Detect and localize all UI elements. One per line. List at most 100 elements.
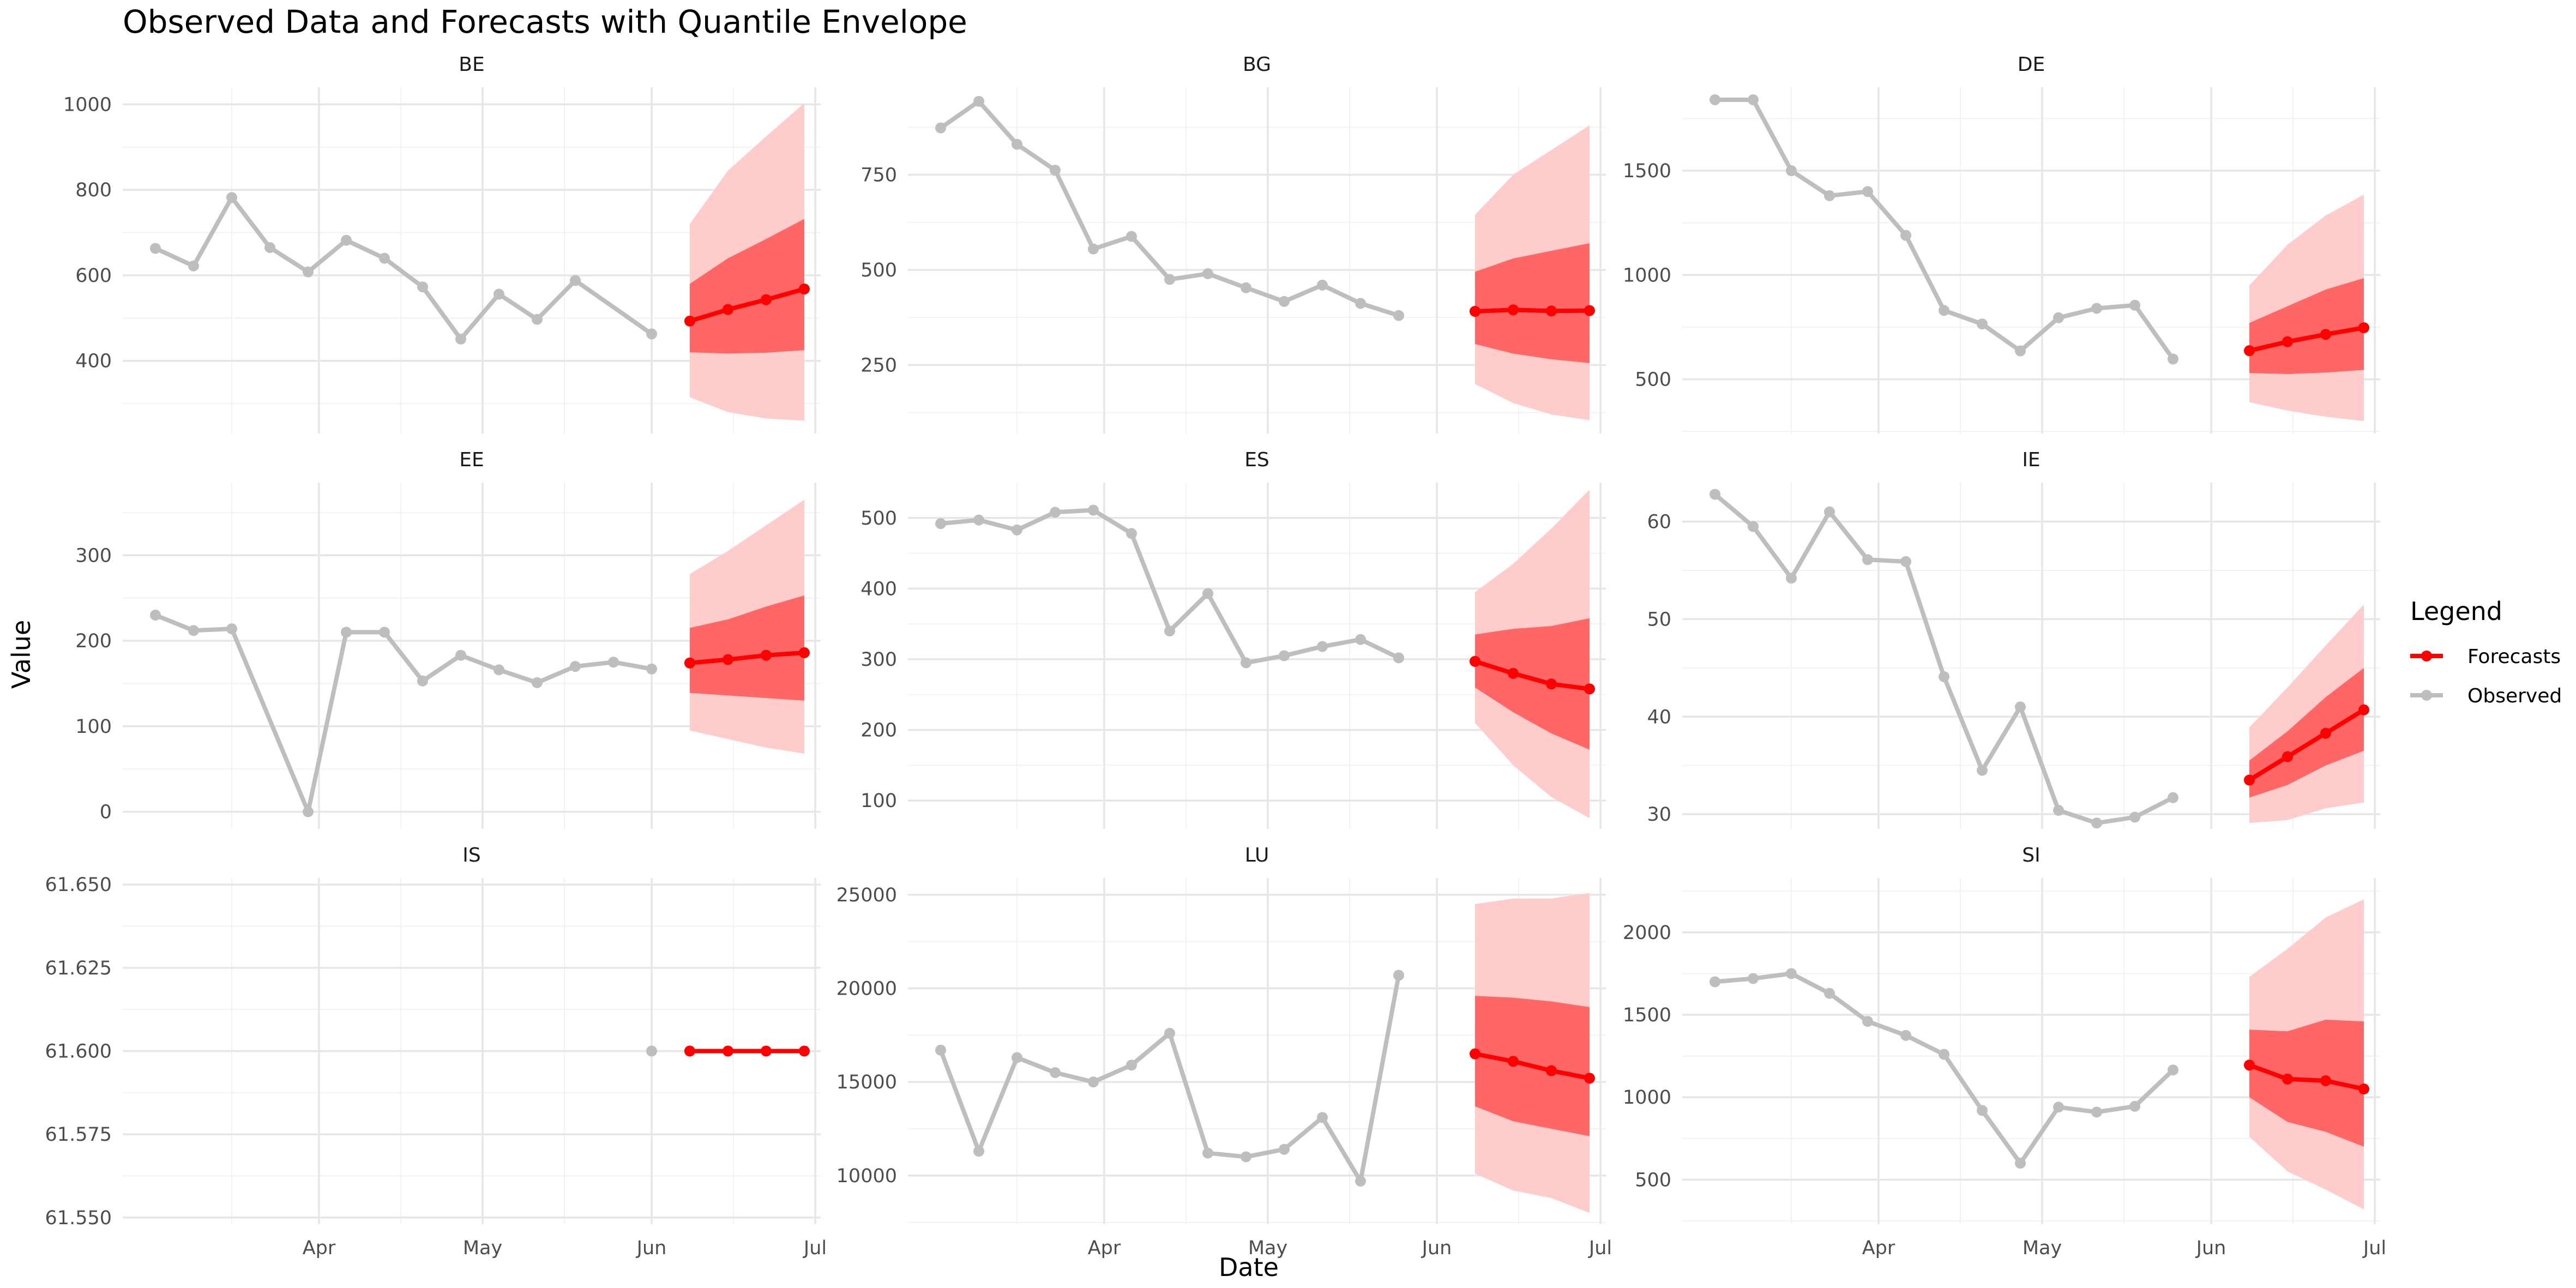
observed-point xyxy=(188,625,199,636)
observed-point xyxy=(1088,1076,1099,1088)
forecast-point xyxy=(761,649,772,661)
y-tick-label: 1000 xyxy=(63,94,112,116)
legend: Legend Forecasts Observed xyxy=(2410,597,2562,707)
y-tick-label: 1000 xyxy=(1623,1087,1671,1109)
observed-point xyxy=(2053,805,2064,816)
forecast-point xyxy=(1470,655,1480,667)
inner-quantile-band xyxy=(2249,667,2364,798)
forecast-point xyxy=(723,1045,733,1057)
observed-point xyxy=(1012,524,1022,535)
observed-point xyxy=(2053,312,2064,323)
forecast-point xyxy=(1470,1048,1480,1060)
observed-point xyxy=(493,288,504,300)
forecast-line xyxy=(1474,1051,1590,1081)
observed-line xyxy=(1714,971,2175,1166)
panel-strip-label: BE xyxy=(459,53,484,76)
forecast-line xyxy=(2248,1063,2364,1091)
observed-point xyxy=(1241,1151,1251,1163)
observed-point xyxy=(2168,353,2178,365)
x-tick-label: Jun xyxy=(1421,1237,1452,1259)
y-tick-label: 15000 xyxy=(836,1072,897,1093)
observed-point xyxy=(1939,671,1949,682)
forecast-point xyxy=(723,304,733,315)
observed-point xyxy=(2015,701,2026,713)
forecast-point xyxy=(2244,345,2255,357)
observed-point xyxy=(1355,634,1366,645)
forecast-line xyxy=(2249,326,2364,353)
forecast-point xyxy=(1508,1056,1519,1067)
forecast-point xyxy=(761,294,772,305)
panel-strip-label: EE xyxy=(459,449,484,471)
observed-point xyxy=(455,649,466,661)
forecast-point xyxy=(1584,305,1595,316)
forecast-point xyxy=(2282,751,2293,762)
observed-point xyxy=(1012,139,1022,150)
x-tick-label: Jul xyxy=(1588,1237,1612,1259)
panel-strip-label: BG xyxy=(1243,53,1271,76)
forecast-line xyxy=(2248,708,2366,782)
observed-point xyxy=(1393,652,1404,664)
forecast-point xyxy=(2244,774,2255,786)
observed-point xyxy=(1126,231,1137,242)
observed-point xyxy=(2053,1102,2064,1113)
observed-point xyxy=(1710,976,1720,988)
observed-point xyxy=(1748,94,1759,105)
y-tick-label: 61.625 xyxy=(45,958,112,979)
observed-point xyxy=(1355,1176,1366,1187)
forecast-point xyxy=(1508,667,1519,679)
observed-point xyxy=(935,518,946,529)
y-tick-label: 1000 xyxy=(1623,264,1671,286)
forecast-point xyxy=(1584,1073,1595,1084)
forecast-point xyxy=(799,1045,810,1057)
x-tick-label: May xyxy=(1248,1237,1287,1259)
observed-point xyxy=(226,623,237,635)
forecast-point xyxy=(1470,306,1480,317)
facet-panels: BE4006008001000BG250500750DE50010001500E… xyxy=(45,53,2387,1259)
x-tick-label: Jul xyxy=(2362,1237,2386,1259)
observed-point xyxy=(1355,298,1366,309)
observed-point xyxy=(532,314,543,325)
observed-point xyxy=(2091,303,2102,314)
observed-point xyxy=(1126,528,1137,539)
y-tick-label: 10000 xyxy=(836,1165,897,1187)
observed-point xyxy=(1748,973,1759,984)
observed-point xyxy=(1977,1105,1988,1116)
y-tick-label: 1500 xyxy=(1623,160,1671,182)
y-tick-label: 500 xyxy=(1635,1169,1671,1191)
y-tick-label: 500 xyxy=(1635,369,1671,391)
y-axis-title: Value xyxy=(7,620,36,689)
panel-ie: IE 30 40 50 60 xyxy=(1647,449,2380,829)
x-tick-label: May xyxy=(2023,1237,2062,1259)
observed-point xyxy=(646,328,657,340)
observed-point xyxy=(1862,554,1873,565)
observed-point xyxy=(1050,165,1061,176)
observed-point xyxy=(341,627,352,638)
forecast-point xyxy=(684,1045,695,1057)
forecast-point xyxy=(2320,1075,2331,1086)
observed-point xyxy=(2015,345,2026,357)
forecast-point xyxy=(2244,1060,2255,1071)
y-tick-label: 61.650 xyxy=(45,874,112,896)
observed-point xyxy=(1977,765,1988,776)
forecast-line xyxy=(689,651,805,665)
y-tick-label: 800 xyxy=(75,179,112,201)
forecast-point xyxy=(2358,322,2369,334)
legend-label: Observed xyxy=(2467,685,2562,707)
observed-point xyxy=(570,661,581,672)
observed-point xyxy=(1786,968,1797,979)
panel-strip-label: DE xyxy=(2018,53,2045,76)
observed-point xyxy=(1748,521,1759,532)
observed-point xyxy=(646,1045,657,1057)
observed-point xyxy=(303,806,314,817)
observed-point xyxy=(1862,1016,1873,1027)
observed-point xyxy=(2091,817,2102,829)
observed-point xyxy=(973,1146,984,1157)
observed-point xyxy=(417,281,428,293)
legend-entries: Forecasts Observed xyxy=(2410,646,2562,707)
forecast-point xyxy=(2320,329,2331,340)
observed-point xyxy=(150,610,161,621)
y-tick-label: 0 xyxy=(100,802,112,823)
forecast-point xyxy=(2358,1084,2369,1095)
x-tick-label: Apr xyxy=(1862,1237,1895,1259)
